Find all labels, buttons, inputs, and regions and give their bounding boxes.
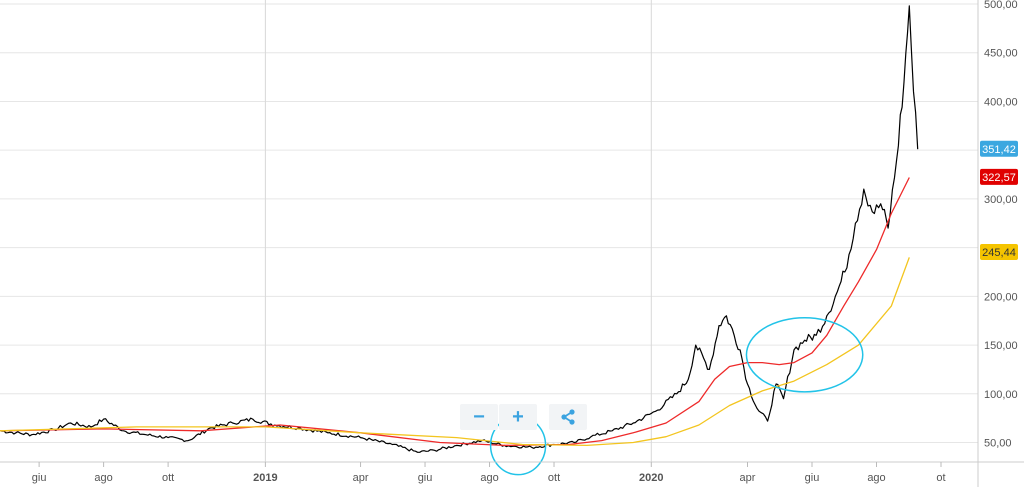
grid-layer (0, 0, 978, 462)
x-tick-label: ott (162, 472, 174, 484)
x-tick-label: ago (480, 472, 498, 484)
x-tick-label: giu (418, 472, 433, 484)
series-line-1 (0, 177, 910, 447)
x-tick-label: 2020 (639, 472, 663, 484)
zoom-out-button[interactable]: − (460, 404, 498, 430)
last-value-badge-2 (980, 244, 1018, 261)
zoom-in-button[interactable]: + (499, 404, 537, 430)
last-value-label-2: 245,44 (982, 247, 1016, 259)
last-value-badge-1 (980, 168, 1018, 185)
y-tick-label: 300,00 (984, 194, 1018, 206)
series-layer (0, 5, 919, 453)
x-tick-label: apr (353, 472, 369, 484)
y-tick-label: 200,00 (984, 291, 1018, 303)
minus-icon: − (473, 406, 485, 428)
annotation-circle-1 (745, 317, 864, 393)
x-tick-label: giu (805, 472, 820, 484)
x-tick-label: 2019 (253, 472, 277, 484)
y-tick-label: 100,00 (984, 389, 1018, 401)
y-tick-label: 400,00 (984, 96, 1018, 108)
y-tick-label: 150,00 (984, 340, 1018, 352)
x-tick-label: giu (32, 472, 47, 484)
share-icon (561, 409, 575, 425)
y-tick-label: 500,00 (984, 0, 1018, 11)
last-value-label-1: 322,57 (982, 172, 1016, 184)
series-line-2 (0, 257, 910, 447)
x-tick-label: ot (936, 472, 945, 484)
last-value-badge-0 (980, 140, 1018, 157)
share-button[interactable] (549, 404, 587, 430)
x-tick-label: ott (548, 472, 560, 484)
series-line-0 (0, 5, 919, 453)
x-tick-label: ago (867, 472, 885, 484)
last-value-label-0: 351,42 (982, 144, 1016, 156)
y-tick-label: 50,00 (984, 438, 1012, 450)
plus-icon: + (512, 406, 524, 428)
y-tick-label: 450,00 (984, 48, 1018, 60)
last-value-labels: 351,42 322,57 245,44 (980, 140, 1018, 261)
x-tick-label: apr (740, 472, 756, 484)
x-tick-label: ago (94, 472, 112, 484)
